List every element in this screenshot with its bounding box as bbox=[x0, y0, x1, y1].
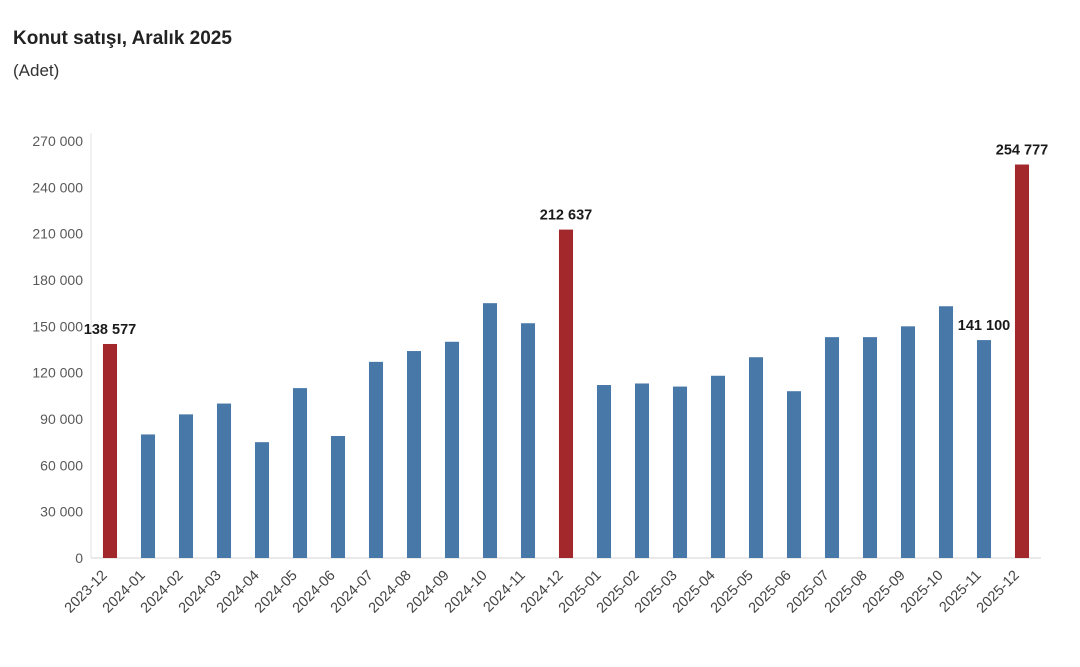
svg-text:270 000: 270 000 bbox=[32, 133, 83, 149]
svg-text:141 100: 141 100 bbox=[958, 318, 1010, 334]
svg-text:240 000: 240 000 bbox=[32, 179, 83, 195]
svg-text:2025-12: 2025-12 bbox=[974, 568, 1023, 617]
svg-text:138 577: 138 577 bbox=[84, 322, 136, 338]
svg-text:2024-10: 2024-10 bbox=[442, 568, 491, 617]
svg-text:90 000: 90 000 bbox=[40, 411, 83, 427]
svg-text:2025-10: 2025-10 bbox=[898, 568, 947, 617]
svg-text:212 637: 212 637 bbox=[540, 208, 592, 224]
svg-text:150 000: 150 000 bbox=[32, 318, 83, 334]
svg-text:0: 0 bbox=[75, 550, 83, 566]
svg-text:210 000: 210 000 bbox=[32, 226, 83, 242]
svg-text:30 000: 30 000 bbox=[40, 504, 83, 520]
svg-text:60 000: 60 000 bbox=[40, 457, 83, 473]
svg-text:120 000: 120 000 bbox=[32, 365, 83, 381]
svg-text:180 000: 180 000 bbox=[32, 272, 83, 288]
svg-text:254 777: 254 777 bbox=[996, 143, 1048, 159]
